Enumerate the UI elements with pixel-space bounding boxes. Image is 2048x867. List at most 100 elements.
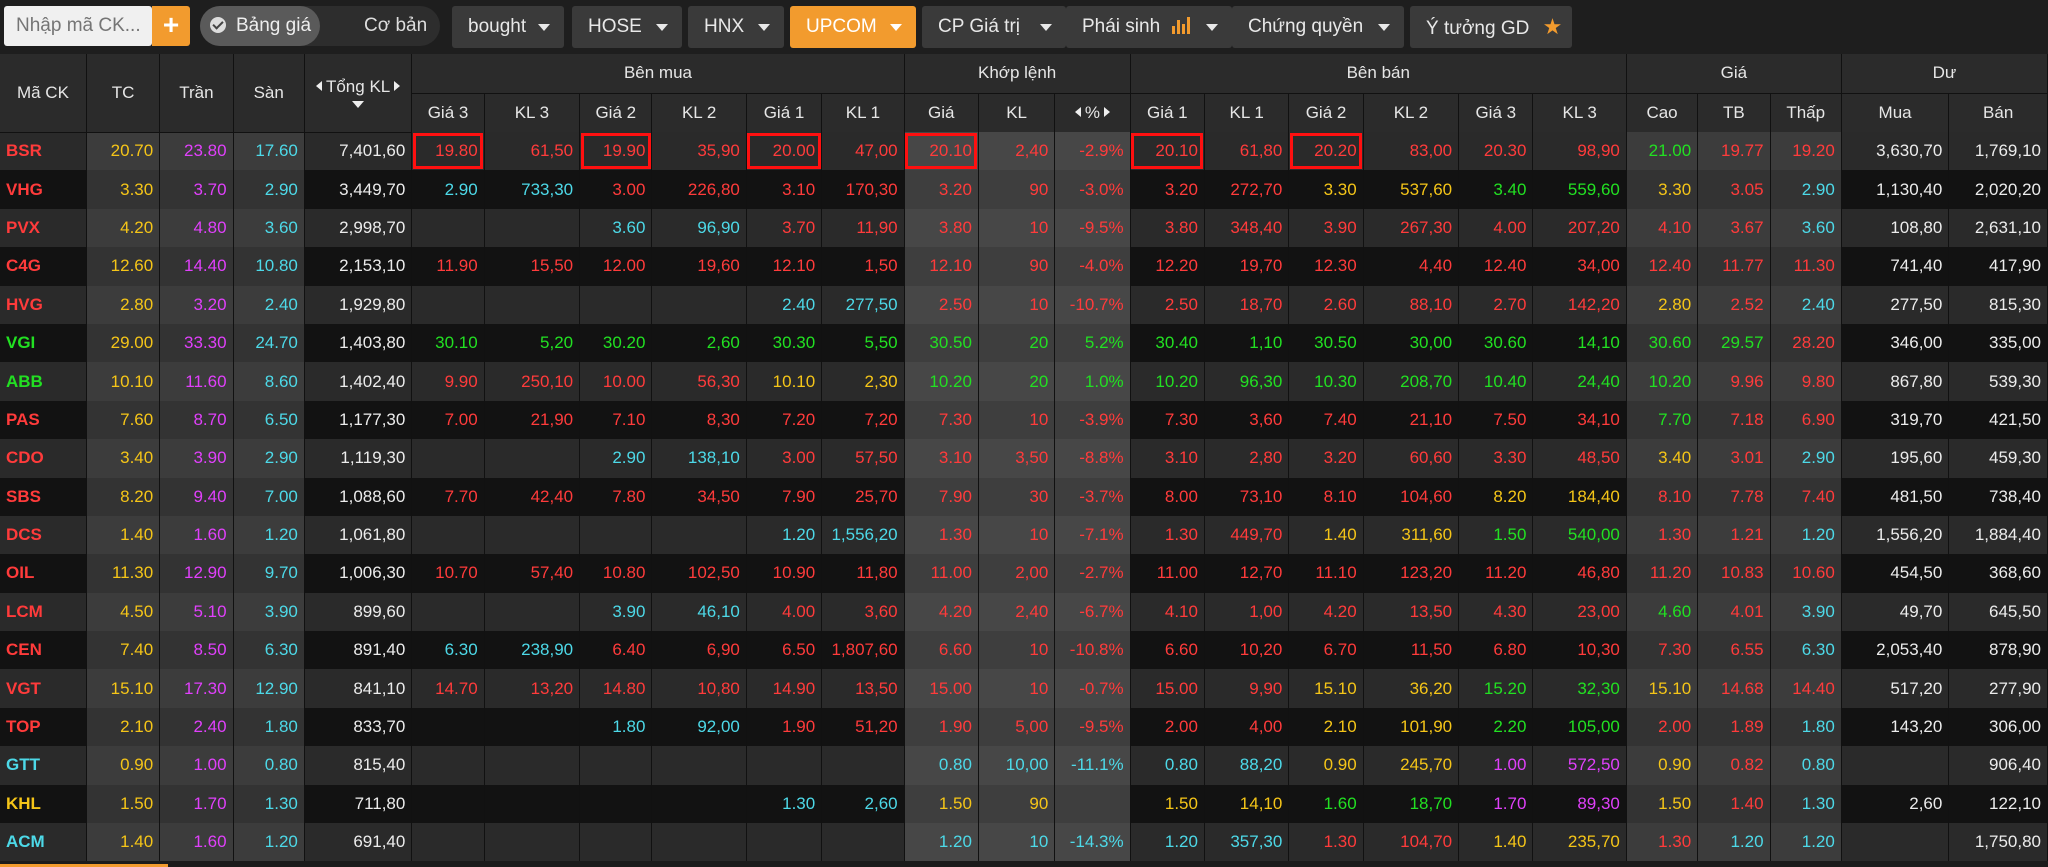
cell-symbol[interactable]: HVG — [0, 285, 87, 324]
col-match-price[interactable]: Giá — [904, 93, 979, 132]
cell-low: 1.30 — [1770, 784, 1842, 824]
col-match-volume[interactable]: KL — [978, 93, 1056, 132]
cell-buy-price-2 — [579, 515, 653, 555]
cell-symbol[interactable]: CEN — [0, 631, 87, 670]
col-buy-vol-3[interactable]: KL 3 — [484, 93, 581, 132]
table-row[interactable]: PAS 7.60 8.70 6.50 1,177,30 7.00 21,90 7.10 8,30… — [0, 400, 2048, 440]
col-total-volume[interactable]: Tổng KL — [304, 54, 413, 133]
table-row[interactable]: CEN 7.40 8.50 6.30 891,40 6.30 238,90 6.40 6,90 6… — [0, 631, 2048, 670]
table-row[interactable]: LCM 4.50 5.10 3.90 899,60 3.90 46,10 4.00 3,60 4.… — [0, 592, 2048, 632]
cell-sell-vol-2: 4,40 — [1363, 247, 1460, 286]
arrow-right-icon[interactable] — [394, 81, 401, 92]
symbol-search-input[interactable] — [4, 6, 158, 46]
table-row[interactable]: ACM 1.40 1.60 1.20 691,40 1.20 10 -14.3% 1.20 357… — [0, 823, 2048, 862]
chevron-down-icon — [1206, 24, 1218, 31]
cell-symbol[interactable]: VGT — [0, 669, 87, 708]
col-match-percent[interactable]: % — [1054, 93, 1131, 132]
col-sell-price-3[interactable]: Giá 3 — [1458, 93, 1534, 132]
cell-sell-price-1: 8.00 — [1130, 477, 1205, 516]
table-row[interactable]: DCS 1.40 1.60 1.20 1,061,80 1.20 1,556,20 1.30 1… — [0, 515, 2048, 555]
cell-symbol[interactable]: VGI — [0, 323, 87, 363]
cell-symbol[interactable]: LCM — [0, 592, 87, 632]
cell-symbol[interactable]: C4G — [0, 247, 87, 286]
col-high[interactable]: Cao — [1626, 93, 1699, 132]
tab-bought[interactable]: bought — [452, 6, 564, 48]
table-row[interactable]: PVX 4.20 4.80 3.60 2,998,70 3.60 96,90 3.70 11,9… — [0, 208, 2048, 248]
tab-upcom[interactable]: UPCOM — [790, 6, 916, 48]
col-buy-price-3[interactable]: Giá 3 — [411, 93, 485, 132]
cell-sell-price-3: 1.50 — [1458, 515, 1534, 555]
cell-total-volume: 7,401,60 — [304, 132, 413, 171]
cell-high: 1.50 — [1626, 784, 1699, 824]
col-sell-vol-2[interactable]: KL 2 — [1363, 93, 1460, 132]
tab-hnx[interactable]: HNX — [688, 6, 784, 48]
cell-symbol[interactable]: OIL — [0, 554, 87, 593]
col-sell-price-2[interactable]: Giá 2 — [1288, 93, 1364, 132]
table-row[interactable]: BSR 20.70 23.80 17.60 7,401,60 19.80 61,50 19.9… — [0, 132, 2048, 171]
table-row[interactable]: ABB 10.10 11.60 8.60 1,402,40 9.90 250,10 10.00… — [0, 362, 2048, 401]
table-row[interactable]: KHL 1.50 1.70 1.30 711,80 1.30 2,60 1.50 90 1.50 1… — [0, 784, 2048, 824]
cell-symbol[interactable]: PAS — [0, 400, 87, 440]
cell-symbol[interactable]: TOP — [0, 707, 87, 747]
table-row[interactable]: SBS 8.20 9.40 7.00 1,088,60 7.70 42,40 7.80 34,5… — [0, 477, 2048, 516]
col-average[interactable]: TB — [1697, 93, 1771, 132]
cell-reference: 11.30 — [86, 554, 161, 593]
table-row[interactable]: GTT 0.90 1.00 0.80 815,40 0.80 10,00 -11.1% 0.80… — [0, 746, 2048, 785]
toggle-price-board[interactable]: Bảng giá — [200, 6, 320, 46]
col-surplus-buy[interactable]: Mua — [1841, 93, 1950, 132]
cell-symbol[interactable]: PVX — [0, 208, 87, 248]
col-floor[interactable]: Sàn — [233, 54, 305, 133]
cell-sell-vol-1: 3,60 — [1204, 400, 1290, 440]
tab-hose[interactable]: HOSE — [572, 6, 682, 48]
tab-phai-sinh[interactable]: Phái sinh — [1066, 6, 1232, 48]
arrow-right-icon[interactable] — [1104, 106, 1111, 117]
table-row[interactable]: C4G 12.60 14.40 10.80 2,153,10 11.90 15,50 12.0… — [0, 247, 2048, 286]
cell-symbol[interactable]: KHL — [0, 784, 87, 824]
tab-cp-gia-tri[interactable]: CP Giá trị — [922, 6, 1066, 48]
cell-high: 1.30 — [1626, 515, 1699, 555]
table-row[interactable]: VGI 29.00 33.30 24.70 1,403,80 30.10 5,20 30.20… — [0, 323, 2048, 363]
cell-sell-vol-3: 98,90 — [1532, 132, 1627, 171]
cell-symbol[interactable]: SBS — [0, 477, 87, 516]
cell-symbol[interactable]: ABB — [0, 362, 87, 401]
col-reference[interactable]: TC — [86, 54, 161, 133]
table-row[interactable]: VGT 15.10 17.30 12.90 841,10 14.70 13,20 14.80 1… — [0, 669, 2048, 708]
table-row[interactable]: VHG 3.30 3.70 2.90 3,449,70 2.90 733,30 3.00 226… — [0, 170, 2048, 209]
table-row[interactable]: OIL 11.30 12.90 9.70 1,006,30 10.70 57,40 10.80… — [0, 554, 2048, 593]
cell-symbol[interactable]: VHG — [0, 170, 87, 209]
add-symbol-button[interactable]: + — [152, 6, 190, 46]
cell-sell-vol-1: 73,10 — [1204, 477, 1290, 516]
tab-chung-quyen[interactable]: Chứng quyền — [1232, 6, 1404, 48]
cell-sell-vol-1: 357,30 — [1204, 823, 1290, 862]
cell-surplus-buy: 867,80 — [1841, 362, 1950, 401]
sort-desc-icon[interactable] — [352, 101, 365, 109]
cell-symbol[interactable]: ACM — [0, 823, 87, 862]
table-row[interactable]: CDO 3.40 3.90 2.90 1,119,30 2.90 138,10 3.00 57,… — [0, 439, 2048, 478]
cell-symbol[interactable]: GTT — [0, 746, 87, 785]
col-surplus-sell[interactable]: Bán — [1948, 93, 2048, 132]
col-buy-price-2[interactable]: Giá 2 — [579, 93, 653, 132]
col-sell-vol-3[interactable]: KL 3 — [1532, 93, 1627, 132]
arrow-left-icon[interactable] — [315, 81, 322, 92]
symbol-search-field[interactable] — [14, 14, 158, 38]
toggle-basic[interactable]: Cơ bản — [364, 15, 428, 36]
col-buy-vol-1[interactable]: KL 1 — [821, 93, 905, 132]
cell-sell-vol-1: 1,10 — [1204, 323, 1290, 363]
table-row[interactable]: TOP 2.10 2.40 1.80 833,70 1.80 92,00 1.90 51,20 1… — [0, 707, 2048, 747]
tab-y-tuong-gd[interactable]: Ý tưởng GD ★ — [1410, 6, 1572, 48]
col-low[interactable]: Thấp — [1770, 93, 1842, 132]
view-mode-toggle[interactable]: Bảng giá Cơ bản — [200, 6, 440, 46]
col-ceiling[interactable]: Trần — [159, 54, 234, 133]
col-buy-price-1[interactable]: Giá 1 — [746, 93, 823, 132]
col-sell-vol-1[interactable]: KL 1 — [1204, 93, 1290, 132]
arrow-left-icon[interactable] — [1074, 106, 1081, 117]
table-row[interactable]: HVG 2.80 3.20 2.40 1,929,80 2.40 277,50 2.50 10-… — [0, 285, 2048, 324]
cell-symbol[interactable]: BSR — [0, 132, 87, 171]
cell-symbol[interactable]: CDO — [0, 439, 87, 478]
col-sell-price-1[interactable]: Giá 1 — [1130, 93, 1205, 132]
col-buy-vol-2[interactable]: KL 2 — [651, 93, 747, 132]
col-symbol[interactable]: Mã CK — [0, 54, 87, 133]
cell-buy-price-2 — [579, 823, 653, 862]
cell-buy-vol-2: 92,00 — [651, 707, 747, 747]
cell-symbol[interactable]: DCS — [0, 515, 87, 555]
